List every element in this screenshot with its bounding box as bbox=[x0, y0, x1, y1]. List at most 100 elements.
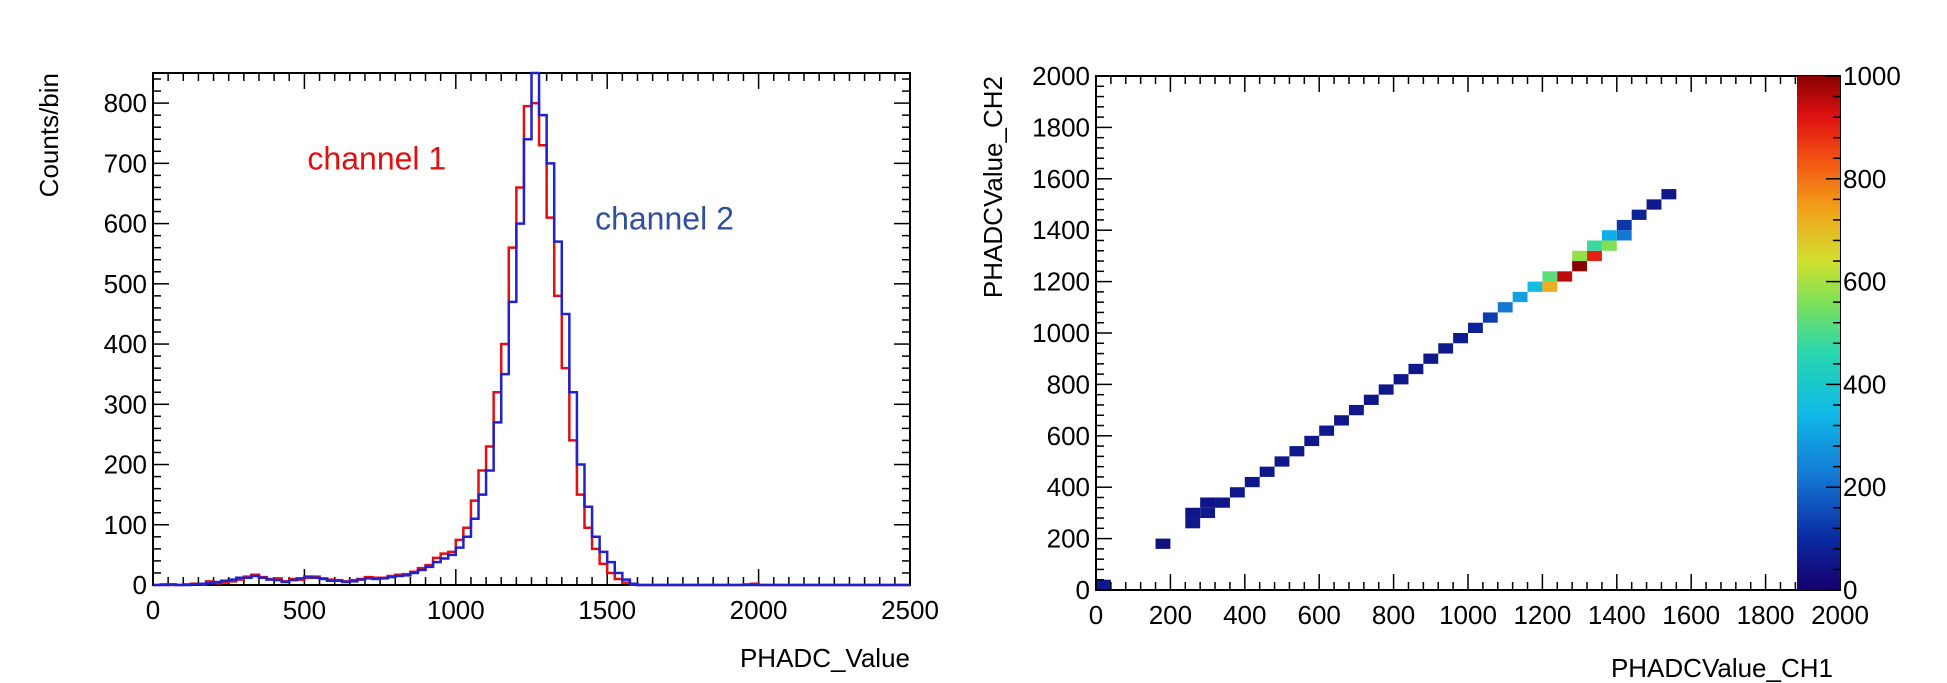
heatmap-x-axis-label: PHADCValue_CH1 bbox=[1611, 653, 1833, 683]
histogram-x-tick-label: 2000 bbox=[730, 595, 788, 625]
histogram-y-tick-label: 600 bbox=[104, 209, 147, 239]
heatmap-x-tick-label: 800 bbox=[1372, 600, 1415, 630]
heatmap-cell bbox=[1631, 209, 1647, 220]
colorbar bbox=[1797, 76, 1840, 590]
histogram-y-tick-label: 300 bbox=[104, 389, 147, 419]
heatmap-cell bbox=[1616, 219, 1632, 231]
colorbar-tick-label: 200 bbox=[1843, 472, 1886, 502]
channel-1-annotation: channel 1 bbox=[307, 140, 446, 176]
heatmap-cells bbox=[1096, 189, 1677, 590]
histogram-x-tick-label: 500 bbox=[283, 595, 326, 625]
heatmap-x-tick-label: 200 bbox=[1149, 600, 1192, 630]
heatmap-cell bbox=[1438, 343, 1454, 354]
heatmap-y-tick-label: 1600 bbox=[1032, 164, 1090, 194]
heatmap-cell bbox=[1155, 538, 1171, 549]
heatmap-cell bbox=[1200, 507, 1216, 519]
histogram-y-tick-label: 100 bbox=[104, 510, 147, 540]
heatmap-x-tick-label: 1800 bbox=[1737, 600, 1795, 630]
histogram-series-line bbox=[153, 71, 910, 587]
histogram-panel: 0 500 1000 1500 2000 2500 0 100 200 300 400 500 600 7… bbox=[34, 71, 939, 673]
heatmap-ticks bbox=[1095, 75, 1841, 591]
histogram-ticks bbox=[152, 73, 911, 586]
histogram-x-tick-label: 2500 bbox=[881, 595, 939, 625]
heatmap-cell bbox=[1587, 240, 1602, 251]
heatmap-y-axis-label: PHADCValue_CH2 bbox=[978, 76, 1008, 298]
histogram-x-tick-label: 1500 bbox=[578, 595, 636, 625]
histogram-x-tick-label: 1000 bbox=[427, 595, 485, 625]
heatmap-cell bbox=[1229, 487, 1245, 498]
heatmap-cell bbox=[1572, 250, 1588, 262]
heatmap-cell bbox=[1527, 281, 1543, 292]
heatmap-cell bbox=[1393, 374, 1409, 385]
colorbar-tick-label: 0 bbox=[1843, 575, 1857, 605]
heatmap-cell bbox=[1423, 353, 1439, 364]
heatmap-y-tick-label: 1000 bbox=[1032, 318, 1090, 348]
heatmap-x-tick-label: 2000 bbox=[1811, 600, 1869, 630]
heatmap-cell bbox=[1661, 189, 1677, 200]
heatmap-cell bbox=[1408, 363, 1424, 375]
heatmap-cell bbox=[1542, 271, 1558, 282]
heatmap-cell bbox=[1096, 579, 1111, 590]
heatmap-cell bbox=[1244, 476, 1260, 488]
heatmap-x-tick-label: 400 bbox=[1223, 600, 1266, 630]
colorbar-tick-label: 400 bbox=[1843, 369, 1886, 399]
heatmap-cell bbox=[1572, 261, 1588, 272]
heatmap-cell bbox=[1215, 497, 1230, 508]
histogram-y-tick-label: 0 bbox=[133, 570, 147, 600]
heatmap-y-tick-label: 0 bbox=[1076, 575, 1090, 605]
heatmap-y-tick-label: 400 bbox=[1047, 472, 1090, 502]
heatmap-tick-labels: 0 200 400 600 800 1000 1200 1400 1600 1800 2000020… bbox=[1032, 61, 1869, 630]
histogram-x-tick-label: 0 bbox=[146, 595, 160, 625]
histogram-y-tick-label: 700 bbox=[104, 148, 147, 178]
heatmap-y-tick-label: 600 bbox=[1047, 421, 1090, 451]
heatmap-cell bbox=[1482, 312, 1498, 323]
histogram-y-tick-label: 400 bbox=[104, 329, 147, 359]
heatmap-y-tick-label: 800 bbox=[1047, 369, 1090, 399]
heatmap-cell bbox=[1587, 250, 1602, 262]
heatmap-cell bbox=[1601, 230, 1617, 241]
heatmap-cell bbox=[1304, 435, 1320, 447]
heatmap-x-tick-label: 600 bbox=[1298, 600, 1341, 630]
heatmap-x-tick-label: 1200 bbox=[1513, 600, 1571, 630]
heatmap-y-tick-label: 200 bbox=[1047, 524, 1090, 554]
heatmap-cell bbox=[1468, 322, 1483, 333]
colorbar-ticks bbox=[1826, 75, 1840, 591]
heatmap-y-tick-label: 1400 bbox=[1032, 215, 1090, 245]
histogram-x-axis-label: PHADC_Value bbox=[740, 643, 910, 673]
heatmap-cell bbox=[1200, 497, 1216, 508]
heatmap-x-tick-label: 1000 bbox=[1439, 600, 1497, 630]
heatmap-cell bbox=[1319, 425, 1335, 436]
heatmap-cell bbox=[1334, 415, 1349, 426]
heatmap-cell bbox=[1646, 199, 1662, 210]
heatmap-panel: 0 200 400 600 800 1000 1200 1400 1600 1800 2000020… bbox=[978, 61, 1901, 683]
heatmap-cell bbox=[1289, 446, 1305, 457]
histogram-series-line bbox=[153, 101, 910, 587]
heatmap-cell bbox=[1512, 291, 1528, 303]
histogram-tick-labels: 0 500 1000 1500 2000 2500 0 100 200 300 400 500 600 7… bbox=[104, 88, 939, 625]
heatmap-cell bbox=[1185, 518, 1201, 529]
heatmap-cell bbox=[1259, 466, 1275, 477]
heatmap-cell bbox=[1601, 240, 1617, 251]
heatmap-cell bbox=[1363, 394, 1379, 405]
colorbar-tick-label: 800 bbox=[1843, 164, 1886, 194]
heatmap-cell bbox=[1348, 404, 1364, 416]
heatmap-y-tick-label: 1800 bbox=[1032, 112, 1090, 142]
heatmap-cell bbox=[1378, 384, 1394, 395]
heatmap-cell bbox=[1274, 456, 1290, 467]
heatmap-cell bbox=[1453, 333, 1468, 344]
heatmap-cell bbox=[1542, 281, 1558, 292]
heatmap-x-tick-label: 1600 bbox=[1662, 600, 1720, 630]
heatmap-x-tick-label: 1400 bbox=[1588, 600, 1646, 630]
colorbar-tick-label: 1000 bbox=[1843, 61, 1901, 91]
channel-2-annotation: channel 2 bbox=[595, 201, 734, 237]
colorbar-tick-label: 600 bbox=[1843, 267, 1886, 297]
heatmap-x-tick-label: 0 bbox=[1089, 600, 1103, 630]
histogram-y-tick-label: 800 bbox=[104, 88, 147, 118]
heatmap-y-tick-label: 1200 bbox=[1032, 267, 1090, 297]
heatmap-y-tick-label: 2000 bbox=[1032, 61, 1090, 91]
histogram-y-tick-label: 500 bbox=[104, 269, 147, 299]
heatmap-cell bbox=[1616, 230, 1632, 241]
heatmap-cell bbox=[1557, 271, 1573, 282]
histogram-frame bbox=[152, 72, 911, 586]
